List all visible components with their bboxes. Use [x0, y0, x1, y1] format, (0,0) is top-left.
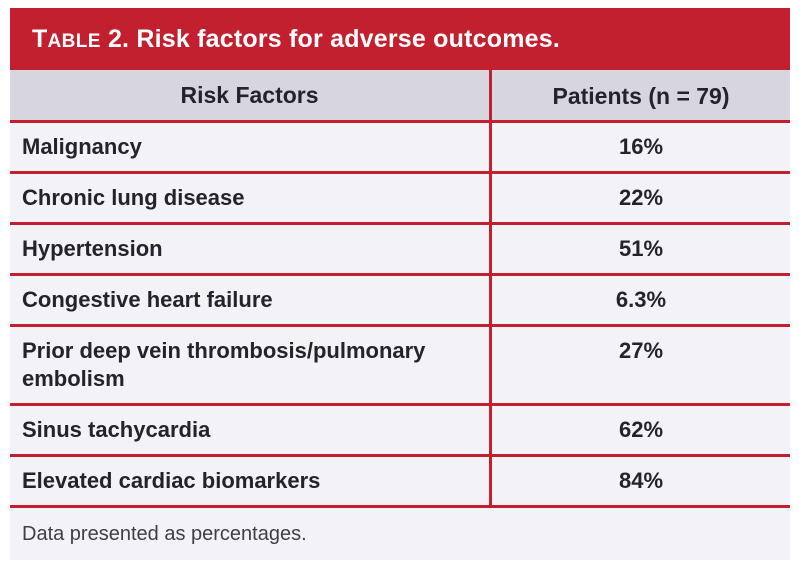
table-title-bar: TABLE 2. Risk factors for adverse outcom… [10, 8, 790, 70]
table-title-rest: 2. Risk factors for adverse outcomes. [100, 24, 560, 53]
risk-factor-label: Congestive heart failure [10, 276, 492, 324]
table-title-cap: T [32, 24, 48, 53]
table-row: Hypertension 51% [10, 225, 790, 276]
risk-factor-label: Chronic lung disease [10, 174, 492, 222]
table-row: Malignancy 16% [10, 123, 790, 174]
risk-factor-value: 16% [618, 134, 664, 159]
risk-factor-value: 84% [618, 468, 664, 493]
table-row: Prior deep vein thrombosis/pulmonary emb… [10, 327, 790, 406]
table-row: Sinus tachycardia 62% [10, 406, 790, 457]
table-row: Elevated cardiac biomarkers 84% [10, 457, 790, 508]
risk-factor-value: 22% [618, 185, 664, 210]
risk-factor-value: 6.3% [615, 287, 667, 312]
risk-factor-label: Elevated cardiac biomarkers [10, 457, 492, 505]
risk-factor-label: Hypertension [10, 225, 492, 273]
table-title: TABLE 2. Risk factors for adverse outcom… [32, 25, 560, 54]
table-row: Congestive heart failure 6.3% [10, 276, 790, 327]
risk-factor-value: 27% [618, 338, 664, 363]
column-header-row: Risk Factors Patients (n = 79) [10, 70, 790, 123]
risk-factor-value: 62% [618, 417, 664, 442]
risk-factor-value: 51% [618, 236, 664, 261]
table2-card: TABLE 2. Risk factors for adverse outcom… [10, 8, 790, 560]
column-header-patients: Patients (n = 79) [552, 83, 730, 109]
table-footnote: Data presented as percentages. [10, 508, 790, 560]
risk-factor-label: Sinus tachycardia [10, 406, 492, 454]
risk-factor-label: Prior deep vein thrombosis/pulmonary emb… [10, 327, 492, 403]
table-row: Chronic lung disease 22% [10, 174, 790, 225]
table-title-smallcaps: ABLE [47, 30, 101, 52]
column-header-risk-factors: Risk Factors [10, 70, 492, 120]
risk-factor-label: Malignancy [10, 123, 492, 171]
